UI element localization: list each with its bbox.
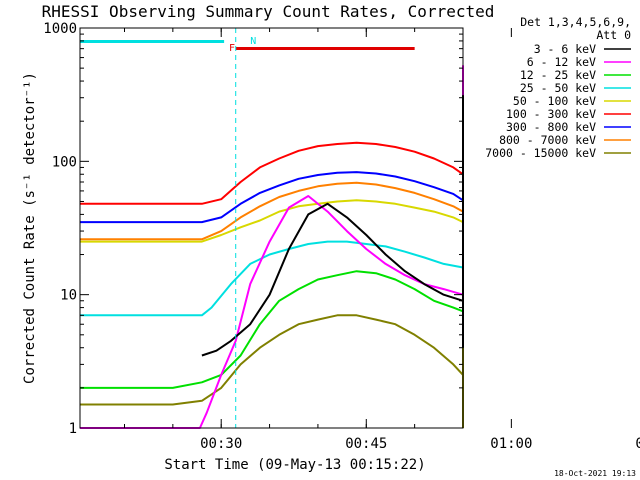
x-tick-label: 00:30 [200, 436, 242, 452]
series-line [80, 105, 464, 210]
series-layer [80, 64, 464, 429]
x-tick-label: 01:15 [635, 436, 640, 452]
plot-frame [79, 27, 464, 429]
night-flag-bar [80, 40, 225, 43]
series-line [80, 107, 464, 255]
legend-label: 7000 - 15000 keV [485, 146, 596, 160]
series-line [80, 64, 464, 429]
legend-label: 300 - 800 keV [506, 120, 596, 134]
legend-label: 12 - 25 keV [520, 68, 596, 82]
series-line [80, 314, 464, 428]
y-axis: 1 10 100 1000 [43, 21, 463, 437]
y-tick-label: 100 [52, 154, 77, 170]
legend-header-detectors: Det 1,3,4,5,6,9, [520, 15, 631, 29]
flag-layer: FN [80, 36, 415, 54]
legend-label: 25 - 50 keV [520, 81, 596, 95]
y-tick-label: 1000 [43, 21, 77, 37]
legend-label: 50 - 100 keV [513, 94, 596, 108]
y-tick-label: 1 [69, 421, 77, 437]
legend-label: 3 - 6 keV [534, 42, 596, 56]
legend-header-attenuator: Att 0 [596, 28, 631, 42]
flare-flag-bar [235, 47, 415, 50]
series-line [80, 149, 464, 389]
flag-label: N [250, 36, 256, 47]
x-axis-title: Start Time (09-May-13 00:15:22) [164, 457, 425, 473]
x-tick-label: 00:45 [345, 436, 387, 452]
chart-title: RHESSI Observing Summary Count Rates, Co… [42, 2, 495, 21]
y-axis-title: Corrected Count Rate (s⁻¹ detector⁻¹) [22, 72, 38, 384]
legend-label: 800 - 7000 keV [499, 133, 596, 147]
flag-label: F [229, 43, 235, 54]
footer-timestamp: 18-Oct-2021 19:13 [554, 469, 636, 478]
x-tick-label: 01:00 [490, 436, 532, 452]
y-tick-label: 10 [60, 288, 77, 304]
series-line [80, 180, 464, 241]
legend-label: 100 - 300 keV [506, 107, 596, 121]
legend-label: 6 - 12 keV [527, 55, 596, 69]
